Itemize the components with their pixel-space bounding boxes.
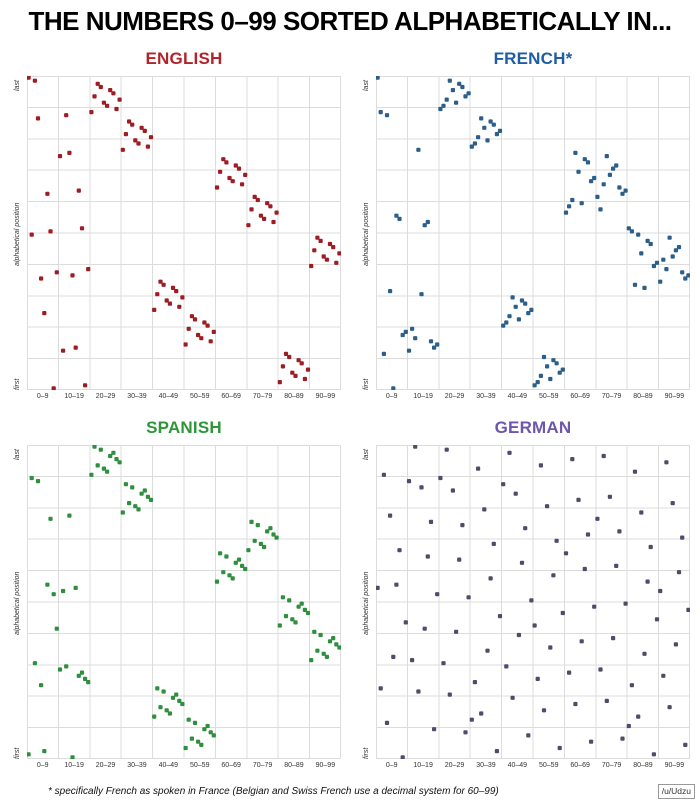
panel-title-french: FRENCH* <box>493 49 573 68</box>
x-tick-label: 90–99 <box>664 393 685 400</box>
x-tick-label: 70–79 <box>601 393 622 400</box>
y-axis-label-last: last <box>363 449 370 460</box>
x-tick-label: 40–49 <box>507 393 528 400</box>
y-axis-label: alphabetical position <box>14 202 21 266</box>
x-tick-label: 0–9 <box>385 762 398 769</box>
x-tick-label: 50–59 <box>190 762 210 769</box>
x-tick-label: 0–9 <box>36 762 49 769</box>
scatter-plot-english <box>26 75 342 391</box>
x-tick-label: 90–99 <box>664 762 685 769</box>
x-tick-label: 60–69 <box>221 762 241 769</box>
x-tick-label: 90–99 <box>315 762 336 769</box>
x-tick-label: 30–39 <box>476 393 496 400</box>
x-tick-label: 20–29 <box>444 393 465 400</box>
y-axis-label-first: first <box>363 378 370 390</box>
y-axis-label-first: first <box>14 747 21 759</box>
x-tick-label: 20–29 <box>95 393 116 400</box>
x-tick-label: 10–19 <box>413 393 433 400</box>
y-axis-label-last: last <box>363 80 370 91</box>
x-tick-label: 30–39 <box>476 762 496 769</box>
x-tick-label: 10–19 <box>64 393 84 400</box>
x-tick-label: 80–89 <box>284 762 304 769</box>
x-tick-label: 0–9 <box>36 393 49 400</box>
x-tick-label: 60–69 <box>221 393 241 400</box>
panel-english: ENGLISH last alphabetical position first… <box>0 44 349 410</box>
x-tick-label: 10–19 <box>413 762 433 769</box>
scatter-plot-german <box>375 444 691 760</box>
panel-title-spanish: SPANISH <box>146 418 222 437</box>
page-title: THE NUMBERS 0–99 SORTED ALPHABETICALLY I… <box>28 6 672 36</box>
y-axis-label-first: first <box>14 378 21 390</box>
scatter-svg <box>375 444 691 760</box>
y-axis-label: alphabetical position <box>14 571 21 635</box>
footnote: * specifically French as spoken in Franc… <box>48 786 499 797</box>
x-tick-label: 70–79 <box>252 393 273 400</box>
x-tick-label: 50–59 <box>539 393 559 400</box>
x-tick-label: 40–49 <box>507 762 528 769</box>
x-tick-label: 80–89 <box>633 393 653 400</box>
panel-german: GERMAN last alphabetical position first … <box>349 413 698 779</box>
panel-spanish: SPANISH last alphabetical position first… <box>0 413 349 779</box>
x-tick-label: 70–79 <box>601 762 622 769</box>
x-tick-label: 80–89 <box>284 393 304 400</box>
scatter-svg <box>26 75 342 391</box>
y-axis-label-last: last <box>14 449 21 460</box>
scatter-plot-french <box>375 75 691 391</box>
scatter-svg <box>26 444 342 760</box>
x-axis-ticks-german: 0–9 10–19 20–29 30–39 40–49 50–59 60–69 70–79 80… <box>376 762 690 769</box>
x-tick-label: 70–79 <box>252 762 273 769</box>
x-tick-label: 10–19 <box>64 762 84 769</box>
y-axis-label: alphabetical position <box>363 571 370 635</box>
credit-badge: /u/Udzu <box>657 784 695 799</box>
x-tick-label: 30–39 <box>127 762 147 769</box>
x-tick-label: 40–49 <box>158 762 179 769</box>
scatter-plot-spanish <box>26 444 342 760</box>
panel-french: FRENCH* last alphabetical position first… <box>349 44 698 410</box>
x-axis-ticks-english: 0–9 10–19 20–29 30–39 40–49 50–59 60–69 70–79 80… <box>27 393 341 400</box>
x-tick-label: 30–39 <box>127 393 147 400</box>
scatter-svg <box>375 75 691 391</box>
x-tick-label: 0–9 <box>385 393 398 400</box>
x-tick-label: 60–69 <box>570 393 590 400</box>
y-axis-label: alphabetical position <box>363 202 370 266</box>
x-tick-label: 60–69 <box>570 762 590 769</box>
y-axis-label-first: first <box>363 747 370 759</box>
x-tick-label: 80–89 <box>633 762 653 769</box>
x-tick-label: 90–99 <box>315 393 336 400</box>
x-axis-ticks-french: 0–9 10–19 20–29 30–39 40–49 50–59 60–69 70–79 80… <box>376 393 690 400</box>
panel-title-english: ENGLISH <box>145 49 223 68</box>
x-tick-label: 20–29 <box>444 762 465 769</box>
x-tick-label: 40–49 <box>158 393 179 400</box>
x-axis-ticks-spanish: 0–9 10–19 20–29 30–39 40–49 50–59 60–69 70–79 80… <box>27 762 341 769</box>
y-axis-label-last: last <box>14 80 21 91</box>
x-tick-label: 50–59 <box>190 393 210 400</box>
x-tick-label: 20–29 <box>95 762 116 769</box>
panel-title-german: GERMAN <box>494 418 572 437</box>
x-tick-label: 50–59 <box>539 762 559 769</box>
